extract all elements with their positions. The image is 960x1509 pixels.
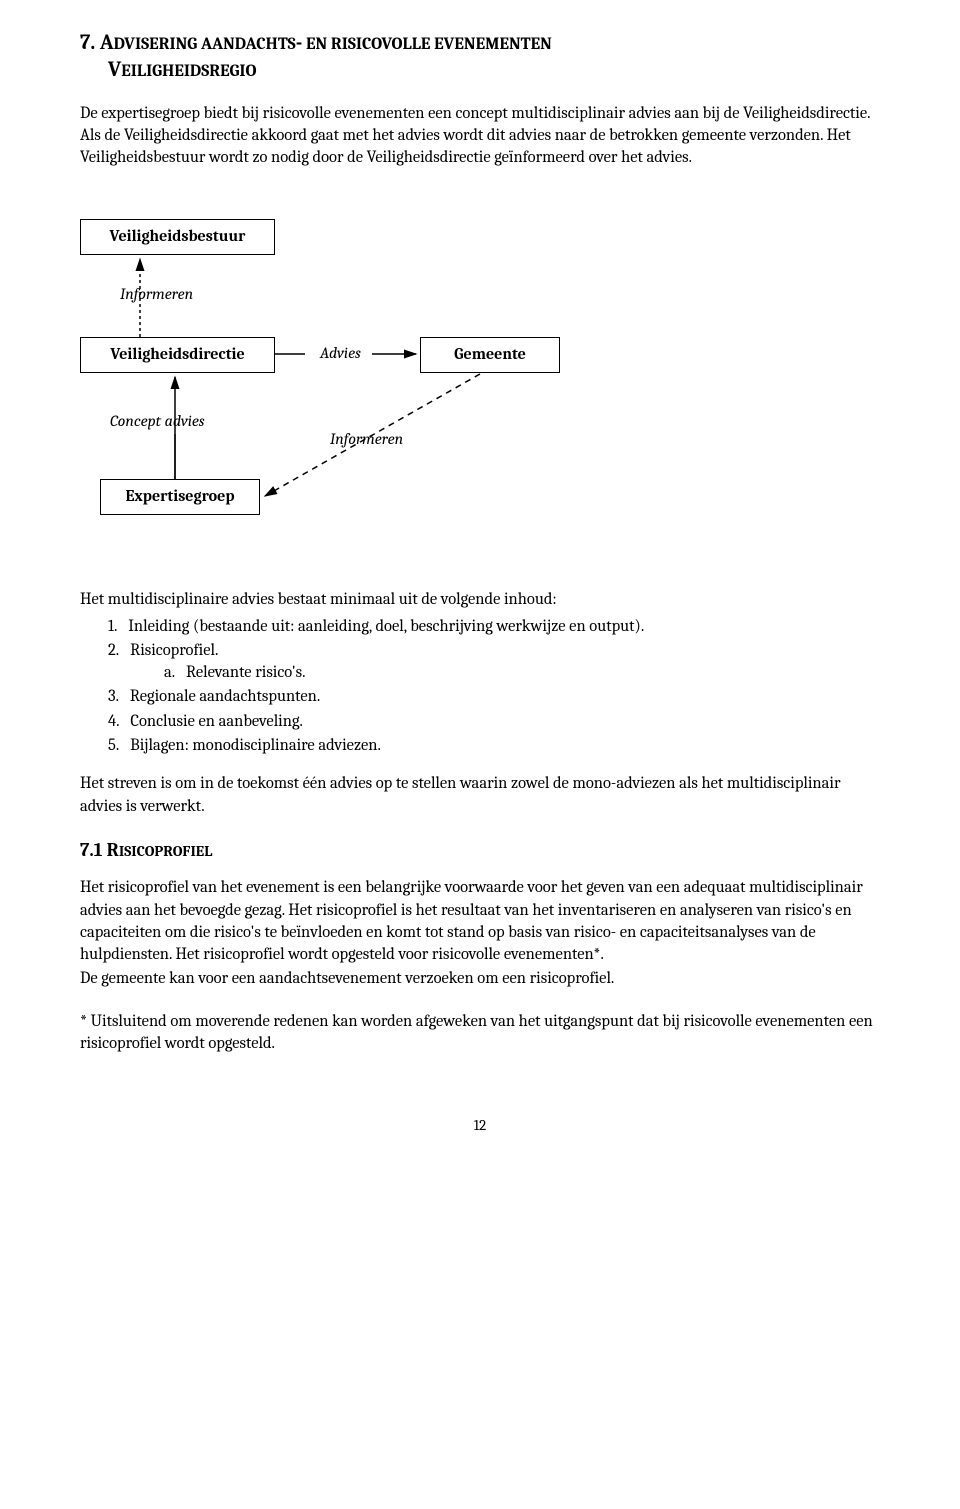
flow-diagram: Veiligheidsbestuur Informeren Veiligheid… bbox=[80, 219, 620, 549]
paragraph-after-list: Het streven is om in de toekomst één adv… bbox=[80, 773, 880, 818]
risico-paragraph-2: De gemeente kan voor een aandachtsevenem… bbox=[80, 968, 880, 990]
label-informeren-bottom: Informeren bbox=[330, 429, 403, 451]
list-item-3: 3. Regionale aandachtspunten. bbox=[108, 686, 880, 708]
heading-rest1b: EN RISICOVOLLE EVENEMENTEN bbox=[302, 35, 552, 54]
section-heading: 7. ADVISERING AANDACHTS- EN RISICOVOLLE … bbox=[80, 30, 880, 85]
subheading-cap: R bbox=[107, 839, 119, 861]
list-item-2: 2. Risicoprofiel. a. Relevante risico's. bbox=[108, 640, 880, 685]
intro-paragraph: De expertisegroep biedt bij risicovolle … bbox=[80, 103, 880, 170]
subheading-rest: ISICOPROFIEL bbox=[119, 842, 212, 860]
list-item-5: 5. Bijlagen: monodisciplinaire adviezen. bbox=[108, 735, 880, 757]
subsection-heading: 7.1 RISICOPROFIEL bbox=[80, 838, 880, 864]
footnote: * Uitsluitend om moverende redenen kan w… bbox=[80, 1011, 880, 1056]
subheading-number: 7.1 bbox=[80, 839, 102, 861]
heading-cap1: A bbox=[100, 31, 114, 55]
label-concept-advies: Concept advies bbox=[110, 411, 205, 433]
sub-list: a. Relevante risico's. bbox=[164, 662, 880, 684]
page-number: 12 bbox=[80, 1115, 880, 1135]
numbered-list: 1. Inleiding (bestaande uit: aanleiding,… bbox=[108, 616, 880, 758]
list-item-2a: a. Relevante risico's. bbox=[164, 662, 880, 684]
box-expertisegroep: Expertisegroep bbox=[100, 479, 260, 515]
list-item-4: 4. Conclusie en aanbeveling. bbox=[108, 711, 880, 733]
list-item-1: 1. Inleiding (bestaande uit: aanleiding,… bbox=[108, 616, 880, 638]
heading-cap2: V bbox=[108, 58, 121, 82]
heading-number: 7. bbox=[80, 31, 95, 55]
risico-paragraph-1: Het risicoprofiel van het evenement is e… bbox=[80, 877, 880, 966]
heading-rest1a: DVISERING AANDACHTS bbox=[114, 35, 296, 54]
label-informeren-top: Informeren bbox=[120, 284, 193, 306]
box-veiligheidsbestuur: Veiligheidsbestuur bbox=[80, 219, 275, 255]
label-advies: Advies bbox=[320, 343, 361, 365]
box-veiligheidsdirectie: Veiligheidsdirectie bbox=[80, 337, 275, 373]
heading-rest2: EILIGHEIDSREGIO bbox=[121, 62, 256, 81]
box-gemeente: Gemeente bbox=[420, 337, 560, 373]
list-intro: Het multidisciplinaire advies bestaat mi… bbox=[80, 589, 880, 611]
